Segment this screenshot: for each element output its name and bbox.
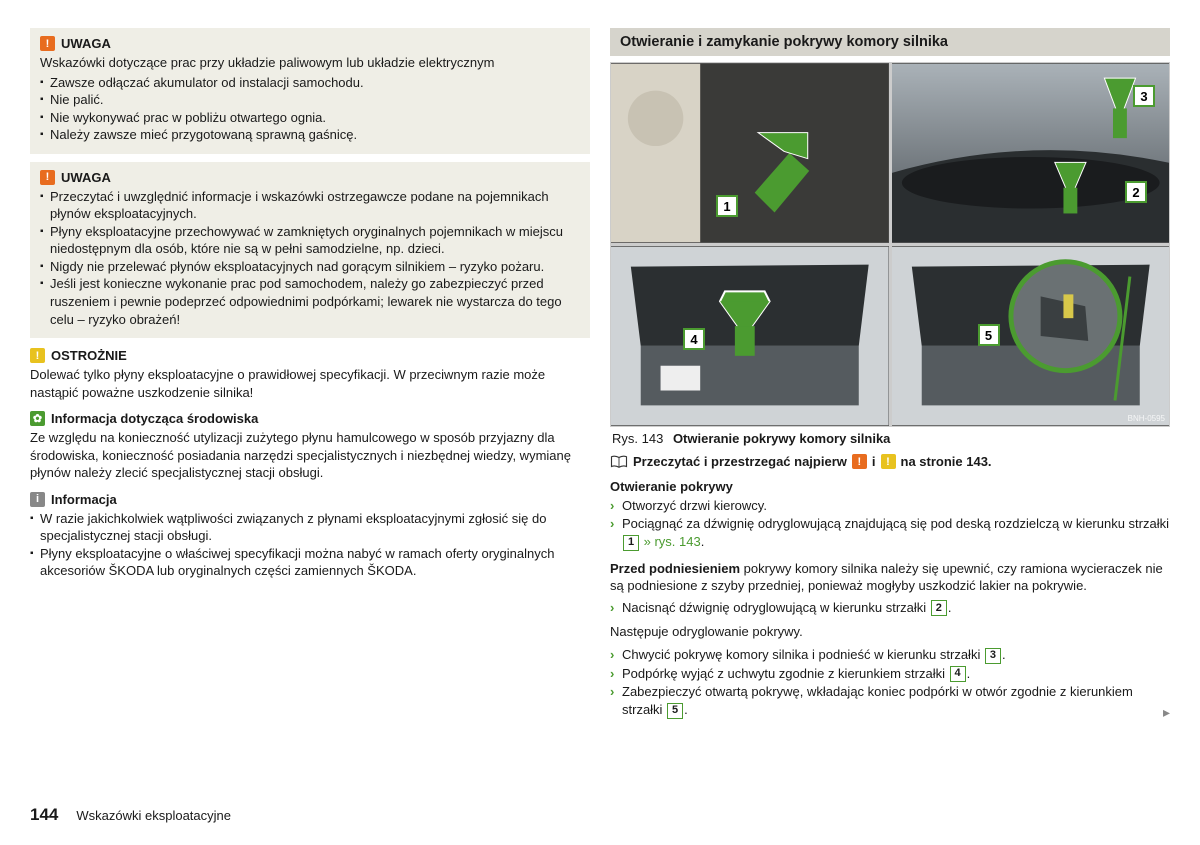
env-heading: ✿ Informacja dotycząca środowiska [30, 411, 590, 426]
step-item: Chwycić pokrywę komory silnika i podnieś… [610, 646, 1170, 664]
mid-paragraph: Przed podniesieniem pokrywy komory silni… [610, 560, 1170, 595]
info-icon: i [30, 492, 45, 507]
step-item: Zabezpieczyć otwartą pokrywę, wkładając … [610, 683, 1170, 719]
figure-panel-2: 3 2 [892, 63, 1170, 243]
steps-list: Nacisnąć dźwignię odryglowującą w kierun… [610, 599, 1170, 617]
caution-icon: ! [30, 348, 45, 363]
book-icon [610, 455, 628, 469]
list-item: Nie wykonywać prac w pobliżu otwartego o… [40, 109, 580, 127]
figure-marker-4: 4 [683, 328, 705, 350]
list-item: Zawsze odłączać akumulator od instalacji… [40, 74, 580, 92]
figure-marker-3: 3 [1133, 85, 1155, 107]
subheading-open: Otwieranie pokrywy [610, 479, 1170, 494]
continue-arrow-icon: ▸ [1163, 703, 1170, 723]
right-column: Otwieranie i zamykanie pokrywy komory si… [610, 28, 1170, 789]
list-item: Nie palić. [40, 91, 580, 109]
warning-list-1: Zawsze odłączać akumulator od instalacji… [40, 74, 580, 144]
list-item: Jeśli jest konieczne wykonanie prac pod … [40, 275, 580, 328]
step-item: Nacisnąć dźwignię odryglowującą w kierun… [610, 599, 1170, 617]
step-item: Podpórkę wyjąć z uchwytu zgodnie z kieru… [610, 665, 1170, 683]
list-item: Należy zawsze mieć przygotowaną sprawną … [40, 126, 580, 144]
warning-box-1: ! UWAGA Wskazówki dotyczące prac przy uk… [30, 28, 590, 154]
list-item: Przeczytać i uwzględnić informacje i wsk… [40, 188, 580, 223]
figure-marker-1: 1 [716, 195, 738, 217]
list-item: W razie jakichkolwiek wątpliwości związa… [30, 510, 590, 545]
ref-box-1: 1 [623, 535, 639, 551]
caution-heading: ! OSTROŻNIE [30, 348, 590, 363]
ref-box-5: 5 [667, 703, 683, 719]
warning-box-2: ! UWAGA Przeczytać i uwzględnić informac… [30, 162, 590, 338]
warning-icon: ! [852, 454, 867, 469]
env-body: Ze względu na konieczność utylizacji zuż… [30, 429, 590, 482]
ref-box-2: 2 [931, 600, 947, 616]
read-first-line: Przeczytać i przestrzegać najpierw ! i !… [610, 454, 1170, 469]
steps-list: Otworzyć drzwi kierowcy. Pociągnąć za dź… [610, 497, 1170, 552]
list-item: Płyny eksploatacyjne o właściwej specyfi… [30, 545, 590, 580]
page-footer: 144 Wskazówki eksploatacyjne [30, 805, 1170, 825]
caution-body: Dolewać tylko płyny eksploatacyjne o pra… [30, 366, 590, 401]
step-item: Pociągnąć za dźwignię odryglowującą znaj… [610, 515, 1170, 551]
figure-panel-3: 4 [611, 246, 889, 426]
caution-icon: ! [881, 454, 896, 469]
section-heading: Otwieranie i zamykanie pokrywy komory si… [610, 28, 1170, 56]
left-column: ! UWAGA Wskazówki dotyczące prac przy uk… [30, 28, 590, 789]
list-item: Nigdy nie przelewać płynów eksploatacyjn… [40, 258, 580, 276]
figure-id: BNH-0595 [1128, 414, 1165, 423]
step-item: Otworzyć drzwi kierowcy. [610, 497, 1170, 515]
figure-marker-5: 5 [978, 324, 1000, 346]
info-heading: i Informacja [30, 492, 590, 507]
footer-text: Wskazówki eksploatacyjne [76, 808, 231, 823]
mid-paragraph-2: Następuje odryglowanie pokrywy. [610, 623, 1170, 641]
warning-list-2: Przeczytać i uwzględnić informacje i wsk… [40, 188, 580, 328]
warning-title: UWAGA [61, 36, 111, 51]
info-list: W razie jakichkolwiek wątpliwości związa… [30, 510, 590, 580]
ref-box-3: 3 [985, 648, 1001, 664]
figure-grid: 1 3 2 [610, 62, 1170, 427]
list-item: Płyny eksploatacyjne przechowywać w zamk… [40, 223, 580, 258]
steps-list: Chwycić pokrywę komory silnika i podnieś… [610, 646, 1170, 719]
warning-title: UWAGA [61, 170, 111, 185]
ref-box-4: 4 [950, 666, 966, 682]
figure-panel-4: 5 BNH-0595 [892, 246, 1170, 426]
page-number: 144 [30, 805, 58, 825]
warning-icon: ! [40, 36, 55, 51]
figure-marker-2: 2 [1125, 181, 1147, 203]
warning-icon: ! [40, 170, 55, 185]
leaf-icon: ✿ [30, 411, 45, 426]
figure-caption: Rys. 143 Otwieranie pokrywy komory silni… [610, 427, 1170, 454]
warning-intro: Wskazówki dotyczące prac przy układzie p… [40, 54, 580, 72]
figure-panel-1: 1 [611, 63, 889, 243]
